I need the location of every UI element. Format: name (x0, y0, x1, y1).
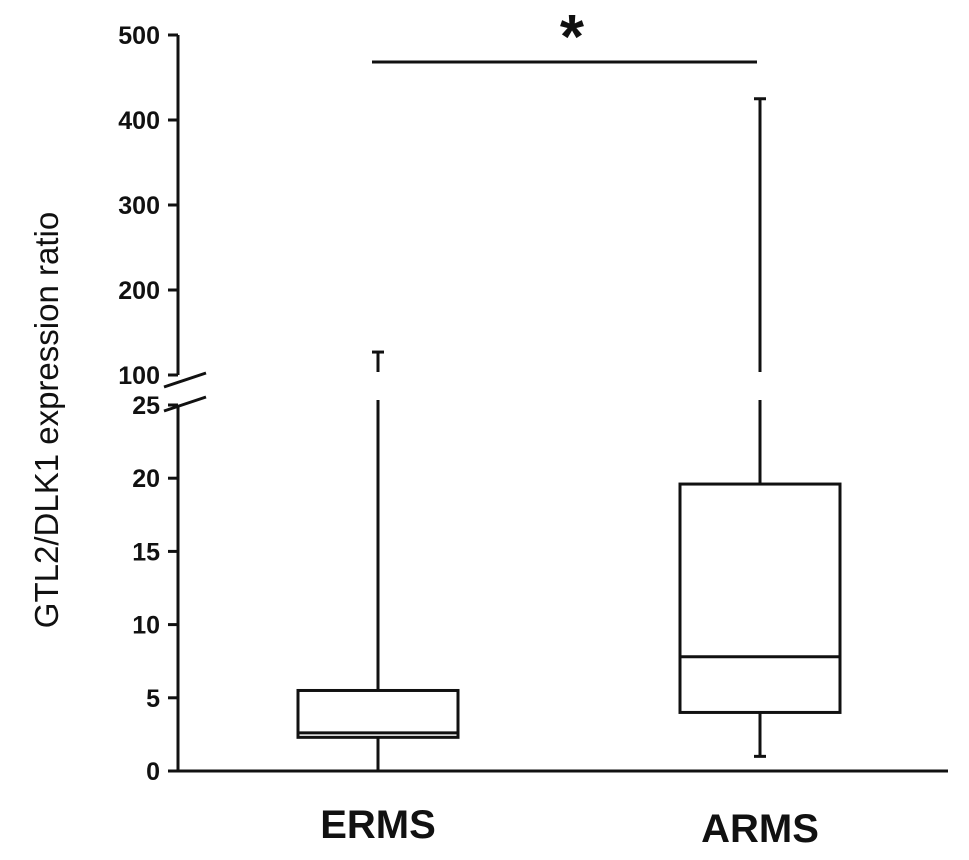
x-category-label: ERMS (320, 803, 436, 847)
y-tick-label: 25 (132, 392, 160, 420)
y-axis-label: GTL2/DLK1 expression ratio (28, 212, 65, 628)
y-tick-label: 20 (132, 465, 160, 493)
axis-break-mark (163, 371, 207, 389)
box-arms: ARMS (678, 97, 842, 851)
y-tick-label: 300 (118, 192, 160, 220)
y-tick-label: 5 (146, 685, 160, 713)
significance-annotation: * (372, 3, 757, 72)
y-tick-label: 100 (118, 362, 160, 390)
significance-mark: * (560, 3, 585, 72)
y-tick-label: 200 (118, 277, 160, 305)
iqr-box (296, 688, 460, 739)
y-tick-label: 10 (132, 612, 160, 640)
y-tick-label: 15 (132, 538, 160, 566)
box-erms: ERMS (296, 350, 460, 847)
y-tick-label: 0 (146, 758, 160, 786)
y-tick-label: 500 (118, 22, 160, 50)
y-tick-label: 400 (118, 107, 160, 135)
box-series: ERMS ARMS (296, 97, 842, 851)
axis-break-mark (163, 395, 207, 413)
iqr-box (678, 482, 842, 714)
x-category-label: ARMS (701, 807, 819, 851)
